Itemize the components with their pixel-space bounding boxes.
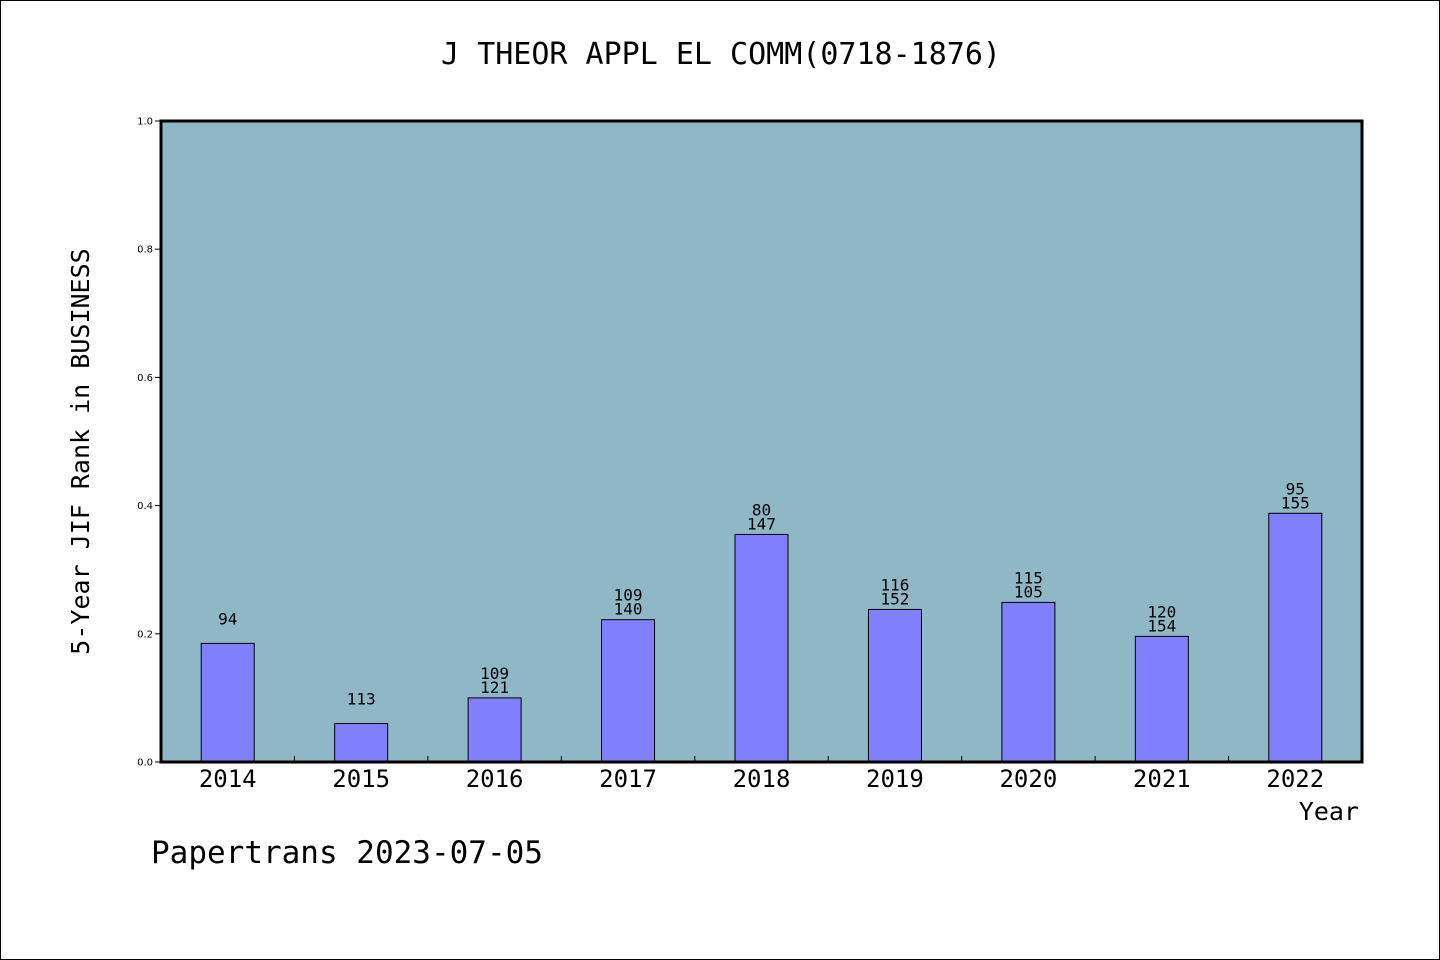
x-tick-label: 2017 — [599, 765, 657, 793]
y-tick-label: 0.0 — [137, 758, 153, 769]
bar-label: 147 — [747, 514, 776, 533]
y-tick-label: 0.4 — [137, 501, 153, 512]
y-tick-label: 0.2 — [137, 629, 153, 640]
bar-label: 80 — [752, 500, 771, 519]
x-axis: 2014 2015 2016 2017 2018 2019 2020 2021 2022 — [199, 756, 1324, 793]
bar — [1001, 601, 1056, 763]
bar — [334, 723, 389, 763]
x-axis-title: Year — [1298, 797, 1359, 826]
bar-label: 121 — [480, 678, 509, 697]
footer-note: Papertrans 2023-07-05 — [151, 835, 543, 871]
bar-label: 152 — [880, 589, 909, 608]
x-tick-label: 2020 — [999, 765, 1057, 793]
bar-label: 154 — [1147, 616, 1176, 635]
x-tick-label: 2018 — [733, 765, 791, 793]
bar — [867, 608, 922, 763]
y-tick-label: 1.0 — [137, 117, 153, 128]
bar — [601, 619, 656, 763]
bar-label: 140 — [614, 600, 643, 619]
bars: 9411310912110914080147116152115105120154… — [200, 479, 1323, 763]
y-tick-label: 0.6 — [137, 373, 153, 384]
plot-frame — [159, 119, 1364, 764]
bar — [467, 697, 522, 763]
bar-label: 95 — [1286, 479, 1305, 498]
bar-label: 113 — [347, 690, 376, 709]
x-tick-label: 2014 — [199, 765, 257, 793]
bar-label: 120 — [1147, 602, 1176, 621]
x-tick-label: 2021 — [1133, 765, 1191, 793]
y-axis-title: 5-Year JIF Rank in BUSINESS — [66, 248, 95, 654]
bar-label: 105 — [1014, 582, 1043, 601]
bar-label: 94 — [218, 609, 237, 628]
bar — [734, 533, 789, 763]
x-tick-label: 2019 — [866, 765, 924, 793]
bar-label: 109 — [614, 586, 643, 605]
bar-label: 115 — [1014, 568, 1043, 587]
x-tick-label: 2022 — [1266, 765, 1324, 793]
bar-label: 116 — [880, 575, 909, 594]
bar-label: 109 — [480, 664, 509, 683]
y-tick-label: 0.8 — [137, 245, 153, 256]
y-axis: 0.0 0.2 0.4 0.6 0.8 1.0 — [137, 117, 161, 769]
bar — [1134, 635, 1189, 763]
bar — [200, 642, 255, 763]
x-tick-label: 2015 — [332, 765, 390, 793]
chart-title: J THEOR APPL EL COMM(0718-1876) — [441, 37, 1001, 72]
bar-label: 155 — [1281, 493, 1310, 512]
x-tick-label: 2016 — [466, 765, 524, 793]
bar — [1268, 512, 1323, 763]
